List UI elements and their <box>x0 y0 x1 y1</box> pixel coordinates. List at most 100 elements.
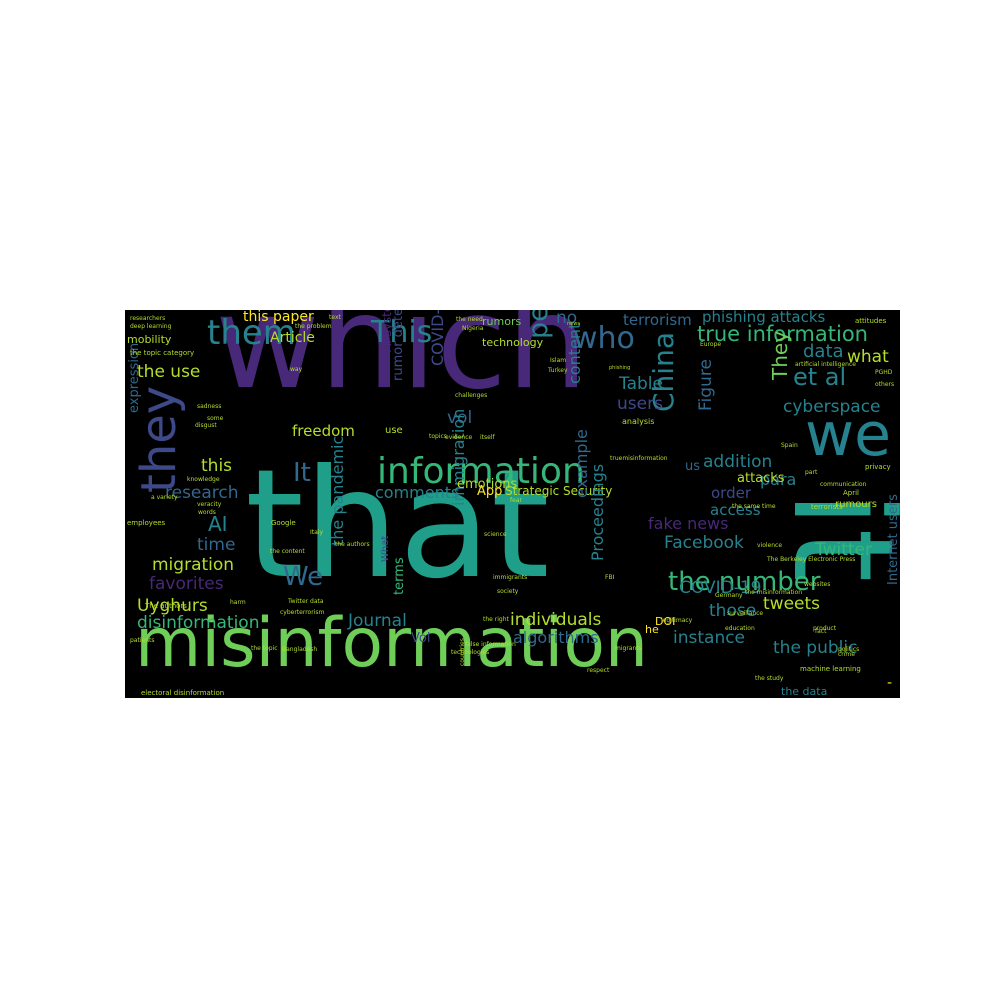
word-education: education <box>725 625 755 632</box>
word-no: no <box>556 310 578 328</box>
word-instance: instance <box>673 628 746 648</box>
word-true-information: true information <box>697 322 868 346</box>
word-the-authors: The authors <box>145 602 187 610</box>
word-germany: Germany <box>715 592 743 599</box>
word-challenges: challenges <box>455 392 488 399</box>
word-google: Google <box>271 519 296 527</box>
word-technologies: technologies <box>451 649 490 656</box>
word-phishing-attacks: phishing attacks <box>702 310 826 326</box>
word-the-same-time: the same time <box>732 503 776 510</box>
word-false-information: false information <box>465 641 516 648</box>
word-what: what <box>847 347 889 367</box>
word-data: data <box>803 341 844 362</box>
word-websites: websites <box>804 581 831 588</box>
word-the-data: the data <box>781 685 828 698</box>
word-ai: AI <box>208 512 228 536</box>
word-turkey: Turkey <box>548 367 568 374</box>
word-twitter-data: Twitter data <box>288 598 324 605</box>
word-product: product <box>813 625 837 632</box>
word-the-topic: the topic <box>251 645 278 652</box>
word-table: Table <box>619 374 663 394</box>
word-it: It <box>293 458 311 488</box>
word-access: access <box>710 501 761 519</box>
word-the-right: the right <box>483 616 509 623</box>
word-the-study: the study <box>755 675 784 682</box>
word-who: who <box>573 321 635 356</box>
word-way: way <box>290 366 303 373</box>
word-this-paper: this paper <box>243 310 314 325</box>
word-employees: employees <box>127 519 166 527</box>
word-the-public: the public <box>773 638 858 658</box>
word-fbi: FBI <box>605 574 615 581</box>
word-figure: Figure <box>696 359 716 411</box>
word-what: What <box>380 535 391 562</box>
word-legitimacy: legitimacy <box>661 617 693 624</box>
word-proceedings: Proceedings <box>588 463 607 561</box>
word-politics: politics <box>838 646 860 653</box>
word-society: society <box>497 588 519 595</box>
word-veracity: veracity <box>197 501 222 508</box>
word-words: words <box>198 509 216 516</box>
word-strategic-security: Strategic Security <box>505 484 613 498</box>
word-this: This <box>371 315 433 350</box>
word-they: they <box>131 385 187 493</box>
word-islam: Islam <box>550 357 567 364</box>
word-surveillance: surveillance <box>727 610 764 617</box>
word-research: research <box>165 483 239 503</box>
word-the-topic-category: the topic category <box>130 349 195 357</box>
word-people: people <box>523 310 554 339</box>
word-the-berkeley-electronic-press: The Berkeley Electronic Press <box>767 556 856 563</box>
word-some: some <box>207 415 224 422</box>
word-disinformation: disinformation <box>137 613 260 633</box>
word-immigrants: immigrants <box>493 574 528 581</box>
word-app: App <box>477 484 503 499</box>
word-they: They <box>768 330 792 380</box>
word-cyberterrorism: cyberterrorism <box>280 609 325 616</box>
word-algorithms: algorithms <box>513 628 599 647</box>
word-respect: respect <box>587 667 610 674</box>
word-emotions: emotions <box>457 477 518 492</box>
word-technology: technology <box>482 336 544 349</box>
word-spain: Spain <box>781 442 798 449</box>
word-freedom: freedom <box>292 422 355 440</box>
word-rumors: rumors <box>482 315 522 328</box>
word-that: that <box>245 438 550 612</box>
word-ai-systems: AI systems <box>380 310 394 352</box>
word-doi: DOI <box>655 615 676 628</box>
word-facebook: Facebook <box>664 533 744 553</box>
word-terrorism: terrorism <box>623 311 692 329</box>
word-journal: Journal <box>348 611 407 631</box>
word-analysis: analysis <box>622 417 655 426</box>
word-this: this <box>201 456 233 476</box>
word-electoral-disinformation: electoral disinformation <box>141 689 225 697</box>
word-favorites: favorites <box>149 574 224 594</box>
word-order: order <box>711 484 751 502</box>
word-dash: - <box>887 675 893 691</box>
word-twitter: Twitter <box>815 540 872 560</box>
word-fear: fear <box>510 497 522 504</box>
word-the-content: the content <box>270 548 305 555</box>
word-fact: fact <box>815 628 827 635</box>
word-vol: vol <box>447 408 473 428</box>
word-sadness: sadness <box>197 403 222 410</box>
word-text: text <box>329 314 341 321</box>
word-news: news <box>567 321 580 327</box>
word-phishing: phishing <box>609 365 631 371</box>
word-fake-news: fake news <box>648 514 729 533</box>
word-tweets: tweets <box>763 594 821 614</box>
word-use: use <box>385 425 403 436</box>
word-the-pandemic: the pandemic <box>328 435 347 546</box>
word-migrants: migrants <box>615 645 642 652</box>
word-the-problem: the problem <box>295 323 332 330</box>
word-bangladesh: Bangladesh <box>282 646 318 653</box>
word-those: those <box>709 601 757 621</box>
word-migration: migration <box>152 555 235 575</box>
word-others: others <box>875 381 895 388</box>
word-individuals: individuals <box>510 610 602 630</box>
word-violence: violence <box>757 542 783 549</box>
word-we: we <box>805 400 891 470</box>
word-which: which <box>215 310 588 418</box>
word-rumours: rumours <box>835 499 877 510</box>
word-comments: comments <box>375 483 460 502</box>
word-disgust: disgust <box>195 422 217 429</box>
